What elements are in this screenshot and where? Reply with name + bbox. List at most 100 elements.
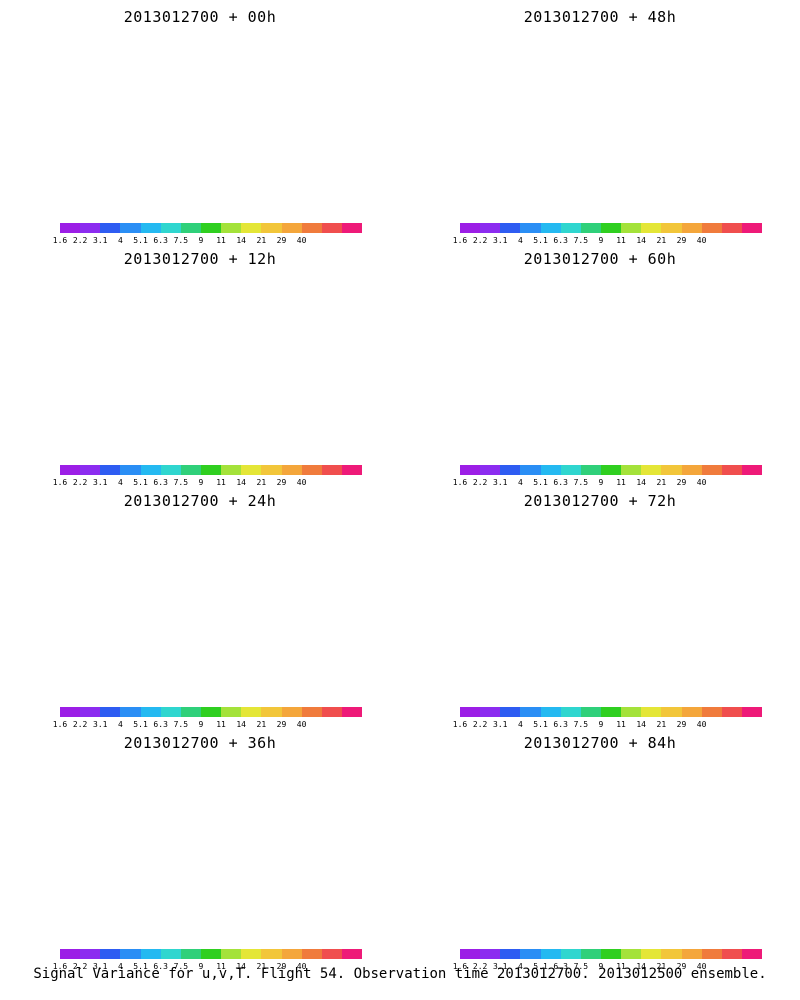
contour-level (149, 324, 254, 391)
colorbar-segment (600, 949, 622, 959)
colorbar-tick-label: 5.1 (533, 478, 548, 487)
colorbar-segment (500, 223, 521, 233)
contour-level (125, 552, 278, 646)
colorbar-tick-label: 1.6 (52, 236, 68, 245)
colorbar-segment (701, 707, 722, 717)
colorbar-labels: 1.6 2.2 3.1 4 5.1 6.3 7.5 9 11 14 21 29 40 (53, 720, 362, 730)
contour-level (136, 317, 264, 398)
colorbar-segment (580, 707, 601, 717)
colorbar-tick-label: 11 (216, 236, 226, 245)
colorbar-tick-label: 3.1 (493, 962, 508, 971)
contour-level (191, 585, 226, 607)
colorbar-tick-label: 1.6 (452, 236, 468, 245)
colorbar-segment (261, 949, 282, 959)
colorbar-labels: 1.6 2.2 3.1 4 5.1 6.3 7.5 9 11 14 21 29 40 (453, 720, 762, 730)
coastline (480, 561, 770, 624)
colorbar-tick-label: 11 (616, 478, 626, 487)
colorbar-segment (580, 223, 601, 233)
colorbar-segment (301, 223, 322, 233)
colorbar-tick-label: 9 (598, 236, 604, 245)
colorbar-tick-label: 21 (256, 478, 267, 487)
colorbar-tick-label: 3.1 (493, 236, 508, 245)
colorbar-tick-label: 2.2 (72, 720, 88, 729)
contour-level (550, 555, 683, 629)
contour-level (149, 84, 244, 150)
colorbar-tick-label: 5.1 (533, 236, 548, 245)
colorbar-segment (140, 223, 161, 233)
contour-level (115, 787, 293, 893)
colorbar-segment (721, 707, 742, 717)
colorbar-segment (500, 465, 521, 475)
coastline (610, 277, 688, 333)
contour-level (175, 337, 233, 374)
colorbar-tick-label: 29 (676, 478, 687, 487)
colorbar-segment (540, 465, 561, 475)
colorbar-segment (100, 465, 121, 475)
colorbar-tick-label: 6.3 (553, 962, 568, 971)
colorbar-tick-label: 3.1 (93, 720, 108, 729)
contour-level (537, 548, 694, 636)
colorbar-segment (281, 707, 302, 717)
panel-title: 2013012700 + 60h (523, 250, 677, 268)
colorbar-segment (741, 949, 763, 959)
colorbar-segment (460, 949, 481, 959)
colorbar-tick-label: 5.1 (533, 720, 548, 729)
colorbar-labels: 1.6 2.2 3.1 4 5.1 6.3 7.5 9 11 14 21 29 40 (53, 478, 362, 488)
map-panel: 2013012700 + 12h 1.6 2.2 3.1 4 5.1 6.3 7.5 9 11 14… (0, 242, 400, 487)
colorbar-tick-label: 40 (296, 720, 307, 729)
colorbar-tick-label: 29 (276, 478, 287, 487)
colorbar-segment (180, 949, 201, 959)
colorbar-tick-label: 7.5 (573, 962, 589, 971)
colorbar-tick-label: 1.6 (452, 720, 468, 729)
contour-level (138, 558, 267, 637)
variance-map (20, 509, 380, 699)
colorbar-segment (160, 707, 181, 717)
panel-title: 2013012700 + 84h (523, 734, 677, 752)
colorbar-tick-label: 5.1 (133, 962, 148, 971)
colorbar-segment (80, 707, 101, 717)
colorbar (460, 223, 763, 233)
colorbar-tick-label: 21 (256, 962, 267, 971)
colorbar-segment (341, 223, 363, 233)
colorbar-segment (460, 465, 481, 475)
colorbar-segment (600, 465, 622, 475)
coastline (610, 519, 688, 575)
colorbar-tick-label: 7.5 (573, 720, 589, 729)
colorbar-tick-label: 11 (616, 236, 626, 245)
contour-level (564, 561, 673, 622)
colorbar (60, 949, 363, 959)
map-panel: 2013012700 + 00h 1.6 2.2 3.1 4 5.1 6.3 7.5 9 11 14… (0, 0, 400, 245)
coastline (480, 319, 770, 382)
colorbar-segment (621, 949, 642, 959)
contour-level (523, 542, 705, 643)
contour-level (496, 530, 726, 657)
contour-level (453, 271, 754, 441)
colorbar-segment (721, 223, 742, 233)
contour-level (574, 326, 658, 374)
coastline (480, 803, 770, 866)
contour-level (112, 545, 288, 653)
contour-level (455, 512, 758, 679)
colorbar (60, 465, 363, 475)
colorbar-tick-label: 9 (598, 478, 604, 487)
variance-map (420, 25, 780, 215)
colorbar-segment (600, 707, 622, 717)
colorbar-segment (560, 949, 581, 959)
contour-level (571, 85, 655, 134)
colorbar-tick-label: 3.1 (93, 236, 108, 245)
colorbar-tick-label: 21 (656, 962, 667, 971)
colorbar-tick-label: 9 (198, 236, 204, 245)
coastline (80, 319, 370, 382)
colorbar-segment (480, 707, 501, 717)
colorbar-segment (180, 465, 201, 475)
colorbar-segment (681, 707, 702, 717)
colorbar-segment (281, 949, 302, 959)
contour-level (601, 338, 637, 359)
colorbar-tick-label: 21 (256, 720, 267, 729)
contour-level (442, 509, 769, 687)
variance-map (420, 751, 780, 941)
contour-level (110, 303, 284, 414)
colorbar-segment (160, 949, 181, 959)
colorbar-segment (701, 223, 722, 233)
panel-title: 2013012700 + 12h (123, 250, 277, 268)
